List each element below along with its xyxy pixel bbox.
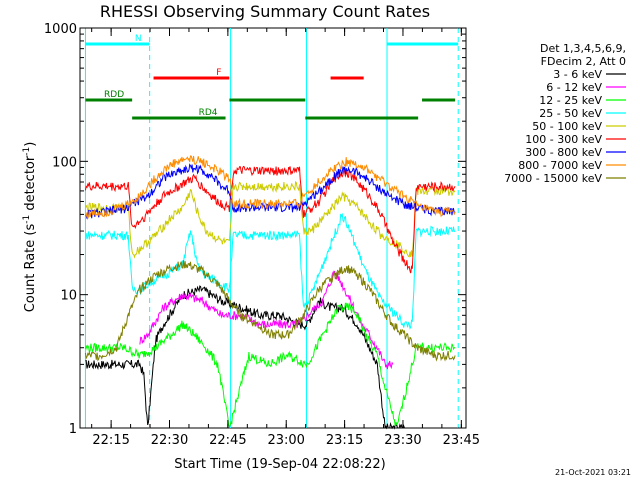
y-axis-label-sup1: -1	[22, 215, 32, 224]
x-tick-label-5: 23:30	[384, 433, 421, 448]
x-tick-label-0: 22:15	[92, 433, 129, 448]
legend-label-2: 12 - 25 keV	[539, 94, 602, 107]
y-tick-label-1: 10	[60, 289, 77, 304]
series-line-3	[85, 212, 456, 330]
x-tick-label-6: 23:45	[443, 433, 480, 448]
plot-area: N F RDD RD4 22:15 22:30 22:45 23:00 23:15 23:30 23…	[44, 22, 480, 448]
y-axis-label-end: )	[23, 142, 38, 147]
series-line-8	[84, 260, 456, 362]
series-line-0	[85, 285, 405, 430]
series-line-6	[85, 163, 456, 219]
flag-label-rdd: RDD	[104, 90, 124, 100]
flag-label-f: F	[216, 68, 221, 78]
legend-label-8: 7000 - 15000 keV	[504, 172, 602, 185]
y-tick-label-3: 1000	[44, 22, 77, 37]
legend-label-4: 50 - 100 keV	[532, 120, 602, 133]
legend-label-5: 100 - 300 keV	[525, 133, 602, 146]
flag-label-rd4: RD4	[199, 108, 218, 118]
series-line-7	[84, 155, 456, 221]
timestamp: 21-Oct-2021 03:21	[555, 468, 631, 477]
x-tick-label-4: 23:15	[326, 433, 363, 448]
y-tick-label-0: 1	[69, 422, 77, 437]
y-axis-label-sup2: -1	[22, 147, 32, 156]
legend: Det 1,3,4,5,6,9,FDecim 2, Att 03 - 6 keV…	[504, 42, 626, 185]
y-axis-label-mid: detector	[23, 155, 38, 215]
y-axis-label: Count Rate (s-1 detector-1)	[22, 142, 38, 313]
series-line-4	[84, 180, 456, 259]
series-line-1	[139, 270, 394, 370]
series-line-5	[84, 165, 456, 274]
x-tick-label-1: 22:30	[151, 433, 188, 448]
y-axis-label-main: Count Rate (s	[23, 224, 38, 313]
x-tick-label-3: 23:00	[267, 433, 304, 448]
plot-frame	[79, 27, 467, 429]
x-tick-label-2: 22:45	[209, 433, 246, 448]
legend-label-7: 800 - 7000 keV	[518, 159, 602, 172]
series-line-2	[84, 302, 456, 429]
legend-header-0: Det 1,3,4,5,6,9,	[540, 42, 626, 55]
svg-text:Count Rate (s-1 detector-1): Count Rate (s-1 detector-1)	[22, 142, 38, 313]
chart-title: RHESSI Observing Summary Count Rates	[100, 2, 430, 21]
y-tick-label-2: 100	[52, 155, 77, 170]
legend-label-0: 3 - 6 keV	[553, 68, 602, 81]
legend-label-1: 6 - 12 keV	[546, 81, 602, 94]
legend-label-3: 25 - 50 keV	[539, 107, 602, 120]
x-axis-label: Start Time (19-Sep-04 22:08:22)	[174, 457, 385, 472]
legend-header-1: FDecim 2, Att 0	[541, 55, 626, 68]
flag-label-n: N	[135, 34, 142, 44]
legend-label-6: 300 - 800 keV	[525, 146, 602, 159]
